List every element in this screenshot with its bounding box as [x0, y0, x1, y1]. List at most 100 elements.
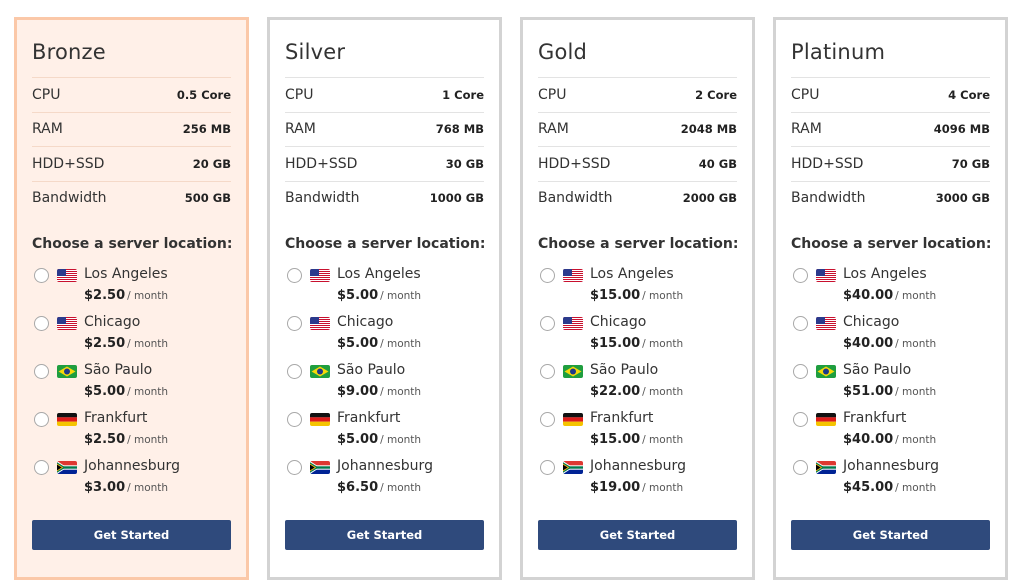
- spec-row-bandwidth: Bandwidth 500 GB: [32, 180, 231, 216]
- spec-value: 70 GB: [951, 156, 990, 171]
- location-radio[interactable]: [793, 412, 808, 427]
- location-option-sao-paulo[interactable]: São Paulo $51.00/ month: [791, 362, 990, 410]
- price-period: / month: [380, 482, 422, 494]
- location-name: Frankfurt: [337, 410, 401, 426]
- price-amount: $2.50: [84, 432, 126, 447]
- location-radio[interactable]: [287, 460, 302, 475]
- spec-label: CPU: [791, 86, 820, 103]
- location-option-los-angeles[interactable]: Los Angeles $5.00/ month: [285, 266, 484, 314]
- location-radio[interactable]: [34, 412, 49, 427]
- location-radio[interactable]: [34, 364, 49, 379]
- spec-value: 40 GB: [698, 156, 737, 171]
- location-name: Chicago: [84, 314, 141, 330]
- location-option-johannesburg[interactable]: Johannesburg $3.00/ month: [32, 458, 231, 506]
- location-radio[interactable]: [34, 268, 49, 283]
- location-radio[interactable]: [287, 412, 302, 427]
- price-period: / month: [127, 482, 169, 494]
- us-flag-icon: [563, 317, 583, 330]
- location-name: Los Angeles: [590, 266, 674, 282]
- location-option-johannesburg[interactable]: Johannesburg $6.50/ month: [285, 458, 484, 506]
- spec-label: HDD+SSD: [285, 155, 358, 172]
- location-radio[interactable]: [287, 364, 302, 379]
- location-option-los-angeles[interactable]: Los Angeles $15.00/ month: [538, 266, 737, 314]
- location-radio[interactable]: [793, 316, 808, 331]
- plan-specs: CPU 1 Core RAM 768 MB HDD+SSD 30 GB Bandwidth 1…: [285, 77, 484, 215]
- spec-value: 2000 GB: [682, 191, 737, 206]
- location-option-johannesburg[interactable]: Johannesburg $45.00/ month: [791, 458, 990, 506]
- spec-row-cpu: CPU 2 Core: [538, 77, 737, 112]
- location-price: $45.00/ month: [843, 476, 936, 495]
- location-name: Frankfurt: [84, 410, 148, 426]
- location-option-chicago[interactable]: Chicago $15.00/ month: [538, 314, 737, 362]
- location-option-frankfurt[interactable]: Frankfurt $5.00/ month: [285, 410, 484, 458]
- plan-title: Silver: [285, 40, 346, 64]
- location-option-los-angeles[interactable]: Los Angeles $40.00/ month: [791, 266, 990, 314]
- price-period: / month: [127, 290, 169, 302]
- location-name: Johannesburg: [337, 458, 433, 474]
- location-option-sao-paulo[interactable]: São Paulo $22.00/ month: [538, 362, 737, 410]
- location-name: Johannesburg: [590, 458, 686, 474]
- location-radio[interactable]: [287, 268, 302, 283]
- price-amount: $51.00: [843, 384, 894, 399]
- location-name: São Paulo: [590, 362, 659, 378]
- price-period: / month: [127, 338, 169, 350]
- get-started-button[interactable]: Get Started: [538, 520, 737, 550]
- get-started-button[interactable]: Get Started: [32, 520, 231, 550]
- price-amount: $22.00: [590, 384, 641, 399]
- location-radio[interactable]: [34, 460, 49, 475]
- price-period: / month: [380, 338, 422, 350]
- price-period: / month: [127, 434, 169, 446]
- location-option-frankfurt[interactable]: Frankfurt $40.00/ month: [791, 410, 990, 458]
- location-option-los-angeles[interactable]: Los Angeles $2.50/ month: [32, 266, 231, 314]
- spec-row-hdd-ssd: HDD+SSD 30 GB: [285, 146, 484, 181]
- plan-title: Platinum: [791, 40, 886, 64]
- location-radio[interactable]: [287, 316, 302, 331]
- spec-label: HDD+SSD: [791, 155, 864, 172]
- location-option-sao-paulo[interactable]: São Paulo $9.00/ month: [285, 362, 484, 410]
- us-flag-icon: [563, 269, 583, 282]
- price-amount: $40.00: [843, 288, 894, 303]
- location-radio[interactable]: [34, 316, 49, 331]
- get-started-button[interactable]: Get Started: [791, 520, 990, 550]
- price-amount: $5.00: [84, 384, 126, 399]
- price-amount: $6.50: [337, 480, 379, 495]
- spec-label: RAM: [32, 121, 63, 138]
- germany-flag-icon: [310, 413, 330, 426]
- price-period: / month: [642, 386, 684, 398]
- location-radio[interactable]: [793, 364, 808, 379]
- location-radio[interactable]: [540, 412, 555, 427]
- location-price: $6.50/ month: [337, 476, 421, 495]
- price-amount: $40.00: [843, 336, 894, 351]
- location-radio[interactable]: [793, 460, 808, 475]
- price-period: / month: [642, 482, 684, 494]
- spec-value: 768 MB: [435, 122, 484, 137]
- price-amount: $40.00: [843, 432, 894, 447]
- location-price: $5.00/ month: [337, 284, 421, 303]
- spec-label: Bandwidth: [791, 190, 866, 207]
- price-period: / month: [380, 386, 422, 398]
- price-amount: $5.00: [337, 336, 379, 351]
- spec-label: CPU: [538, 86, 567, 103]
- location-option-frankfurt[interactable]: Frankfurt $15.00/ month: [538, 410, 737, 458]
- price-period: / month: [380, 290, 422, 302]
- location-radio[interactable]: [540, 460, 555, 475]
- location-option-sao-paulo[interactable]: São Paulo $5.00/ month: [32, 362, 231, 410]
- spec-value: 20 GB: [192, 156, 231, 171]
- us-flag-icon: [57, 317, 77, 330]
- get-started-button[interactable]: Get Started: [285, 520, 484, 550]
- plan-card-bronze: Bronze CPU 0.5 Core RAM 256 MB HDD+SSD 20 GB Ba…: [14, 17, 249, 580]
- location-price: $15.00/ month: [590, 332, 683, 351]
- location-radio[interactable]: [540, 316, 555, 331]
- location-option-frankfurt[interactable]: Frankfurt $2.50/ month: [32, 410, 231, 458]
- location-radio[interactable]: [540, 268, 555, 283]
- south-africa-flag-icon: [563, 461, 583, 474]
- location-option-chicago[interactable]: Chicago $2.50/ month: [32, 314, 231, 362]
- location-option-chicago[interactable]: Chicago $5.00/ month: [285, 314, 484, 362]
- spec-label: RAM: [285, 121, 316, 138]
- location-price: $2.50/ month: [84, 332, 168, 351]
- location-option-chicago[interactable]: Chicago $40.00/ month: [791, 314, 990, 362]
- location-radio[interactable]: [793, 268, 808, 283]
- price-period: / month: [895, 386, 937, 398]
- location-radio[interactable]: [540, 364, 555, 379]
- location-option-johannesburg[interactable]: Johannesburg $19.00/ month: [538, 458, 737, 506]
